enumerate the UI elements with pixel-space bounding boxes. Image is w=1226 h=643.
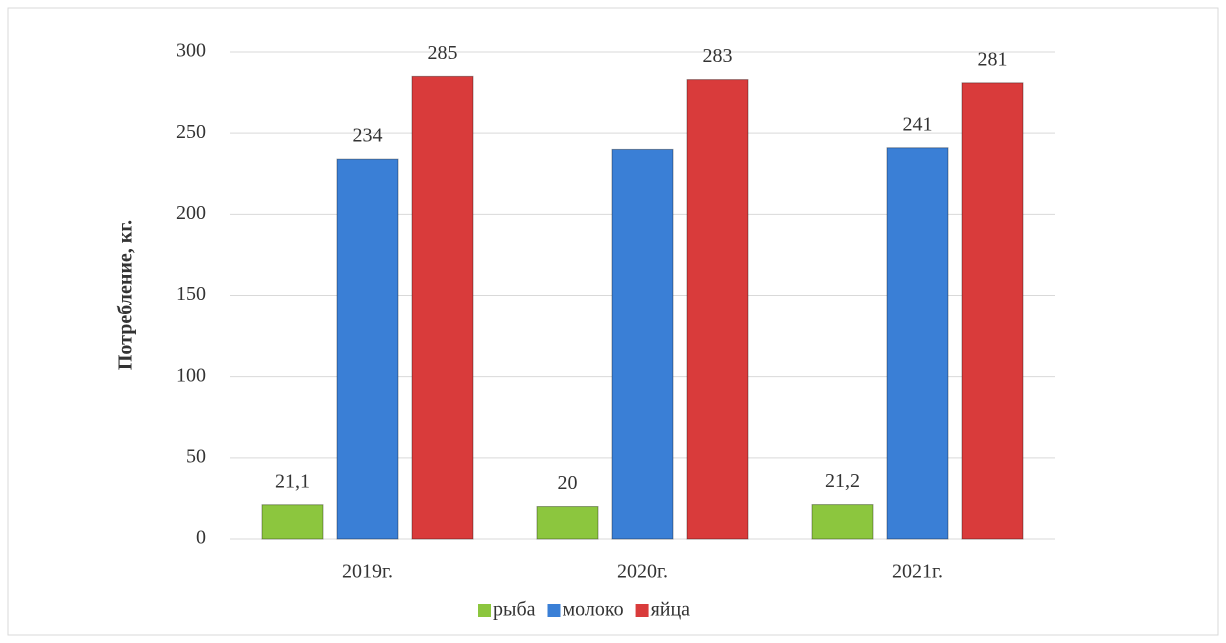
bar — [611, 148, 674, 540]
bar — [686, 79, 749, 540]
y-tick-label: 150 — [176, 283, 206, 305]
x-tick-label: 2021г. — [892, 561, 943, 583]
bar — [411, 75, 474, 540]
legend-label: молоко — [563, 599, 624, 621]
y-tick-label: 50 — [186, 445, 206, 467]
bar — [961, 82, 1024, 540]
legend-label: яйца — [651, 599, 691, 621]
bar — [811, 504, 874, 540]
legend-swatch — [478, 604, 491, 617]
data-label: 241 — [903, 113, 933, 135]
data-label: 285 — [428, 42, 458, 64]
x-tick-label: 2020г. — [617, 561, 668, 583]
x-tick-label: 2019г. — [342, 561, 393, 583]
y-tick-label: 300 — [176, 40, 206, 62]
legend-swatch — [635, 604, 649, 617]
data-label: 20 — [558, 472, 578, 494]
y-tick-label: 250 — [176, 121, 206, 143]
y-tick-label: 0 — [196, 527, 206, 549]
data-label: 21,2 — [825, 470, 860, 492]
legend-swatch — [547, 604, 561, 617]
bar — [536, 506, 599, 540]
data-label: 281 — [978, 48, 1008, 70]
y-tick-label: 100 — [176, 364, 206, 386]
bar — [261, 504, 324, 540]
bar — [886, 147, 949, 540]
legend-label: рыба — [493, 599, 536, 621]
bar — [336, 158, 399, 540]
data-label: 234 — [353, 125, 383, 147]
y-tick-label: 200 — [176, 202, 206, 224]
y-axis-label: Потребление, кг. — [115, 220, 137, 370]
data-label: 283 — [703, 45, 733, 67]
data-label: 21,1 — [275, 470, 310, 492]
